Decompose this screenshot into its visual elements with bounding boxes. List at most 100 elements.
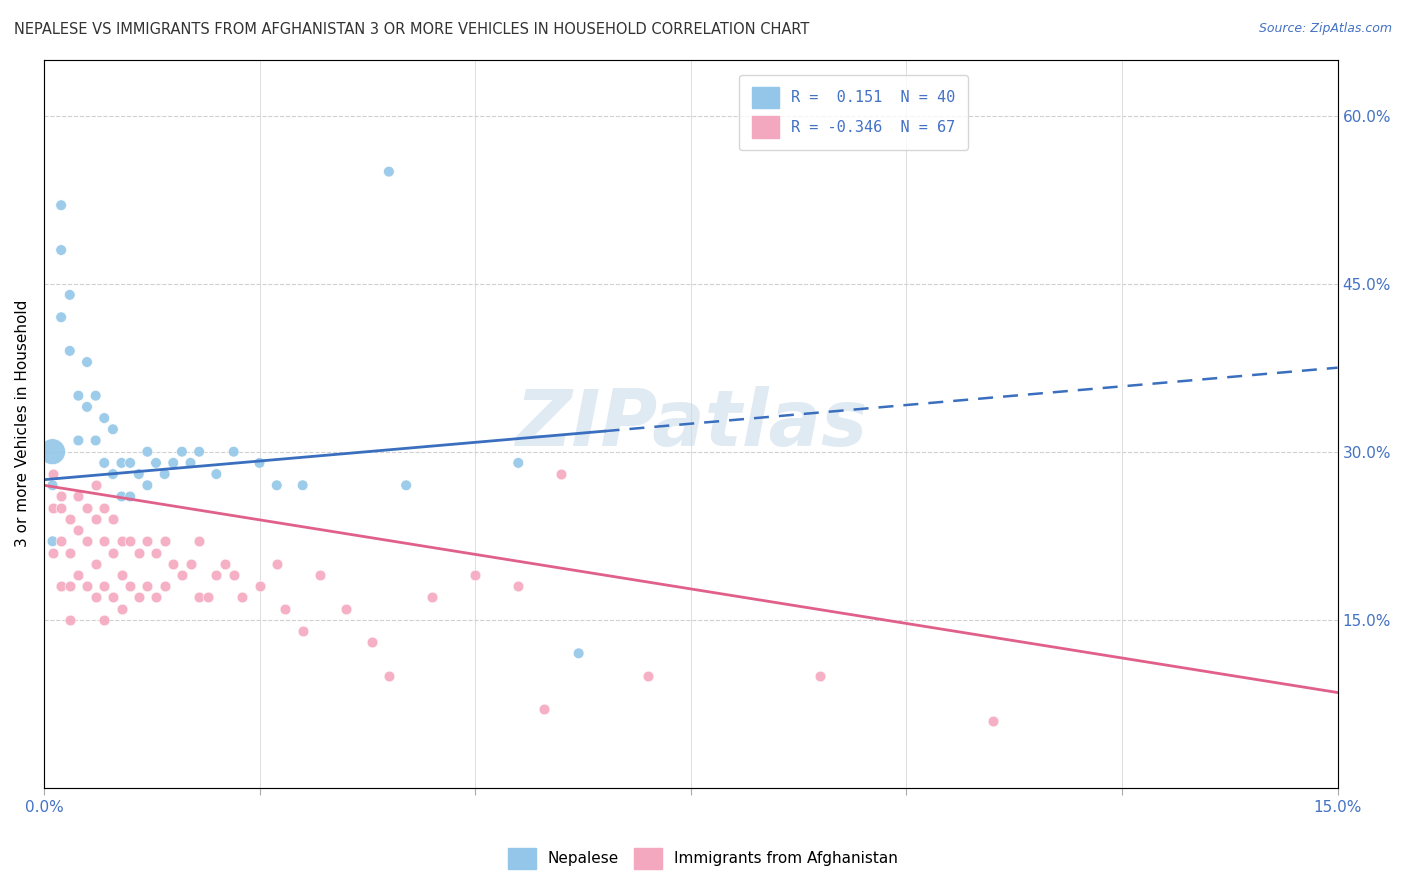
Point — [808, 669, 831, 683]
Point — [41, 534, 63, 549]
Point — [568, 646, 591, 660]
Point — [84, 591, 107, 605]
Point — [76, 355, 98, 369]
Point — [59, 579, 82, 593]
Point — [153, 467, 176, 481]
Legend: Nepalese, Immigrants from Afghanistan: Nepalese, Immigrants from Afghanistan — [502, 841, 904, 875]
Point — [188, 591, 211, 605]
Point — [335, 601, 357, 615]
Point — [136, 534, 159, 549]
Point — [249, 579, 271, 593]
Point — [120, 490, 142, 504]
Text: NEPALESE VS IMMIGRANTS FROM AFGHANISTAN 3 OR MORE VEHICLES IN HOUSEHOLD CORRELAT: NEPALESE VS IMMIGRANTS FROM AFGHANISTAN … — [14, 22, 810, 37]
Point — [67, 490, 90, 504]
Point — [197, 591, 219, 605]
Y-axis label: 3 or more Vehicles in Household: 3 or more Vehicles in Household — [15, 300, 30, 548]
Point — [145, 456, 167, 470]
Point — [170, 568, 193, 582]
Point — [170, 444, 193, 458]
Point — [93, 456, 115, 470]
Point — [101, 545, 124, 559]
Point — [378, 164, 401, 178]
Point — [378, 669, 401, 683]
Point — [110, 456, 132, 470]
Point — [145, 591, 167, 605]
Point — [59, 288, 82, 302]
Point — [76, 400, 98, 414]
Point — [120, 579, 142, 593]
Point — [395, 478, 418, 492]
Point — [214, 557, 236, 571]
Point — [101, 467, 124, 481]
Point — [67, 434, 90, 448]
Point — [533, 702, 555, 716]
Point — [67, 568, 90, 582]
Point — [84, 434, 107, 448]
Point — [180, 557, 202, 571]
Point — [110, 601, 132, 615]
Point — [266, 557, 288, 571]
Point — [93, 613, 115, 627]
Point — [464, 568, 486, 582]
Legend: R =  0.151  N = 40, R = -0.346  N = 67: R = 0.151 N = 40, R = -0.346 N = 67 — [740, 75, 967, 150]
Point — [153, 534, 176, 549]
Point — [84, 478, 107, 492]
Point — [59, 613, 82, 627]
Point — [128, 467, 150, 481]
Point — [360, 635, 382, 649]
Point — [981, 714, 1004, 728]
Point — [76, 534, 98, 549]
Point — [508, 456, 530, 470]
Point — [49, 243, 72, 257]
Point — [110, 568, 132, 582]
Point — [136, 579, 159, 593]
Point — [93, 534, 115, 549]
Point — [637, 669, 659, 683]
Point — [188, 444, 211, 458]
Point — [205, 467, 228, 481]
Point — [162, 456, 184, 470]
Point — [128, 591, 150, 605]
Point — [136, 444, 159, 458]
Point — [110, 534, 132, 549]
Point — [49, 500, 72, 515]
Point — [59, 545, 82, 559]
Point — [274, 601, 297, 615]
Point — [84, 557, 107, 571]
Point — [110, 490, 132, 504]
Point — [76, 579, 98, 593]
Point — [309, 568, 332, 582]
Point — [101, 512, 124, 526]
Point — [508, 579, 530, 593]
Point — [101, 591, 124, 605]
Point — [136, 478, 159, 492]
Point — [41, 467, 63, 481]
Point — [145, 545, 167, 559]
Point — [67, 389, 90, 403]
Point — [59, 343, 82, 358]
Point — [84, 512, 107, 526]
Point — [420, 591, 443, 605]
Point — [49, 490, 72, 504]
Point — [128, 545, 150, 559]
Point — [93, 500, 115, 515]
Point — [153, 579, 176, 593]
Text: ZIPatlas: ZIPatlas — [515, 385, 868, 462]
Point — [266, 478, 288, 492]
Point — [291, 624, 314, 638]
Point — [188, 534, 211, 549]
Point — [41, 444, 63, 458]
Point — [93, 579, 115, 593]
Point — [205, 568, 228, 582]
Point — [49, 534, 72, 549]
Point — [162, 557, 184, 571]
Point — [67, 523, 90, 537]
Point — [93, 411, 115, 425]
Point — [249, 456, 271, 470]
Point — [120, 456, 142, 470]
Point — [120, 534, 142, 549]
Point — [49, 579, 72, 593]
Point — [49, 310, 72, 325]
Point — [41, 545, 63, 559]
Point — [59, 512, 82, 526]
